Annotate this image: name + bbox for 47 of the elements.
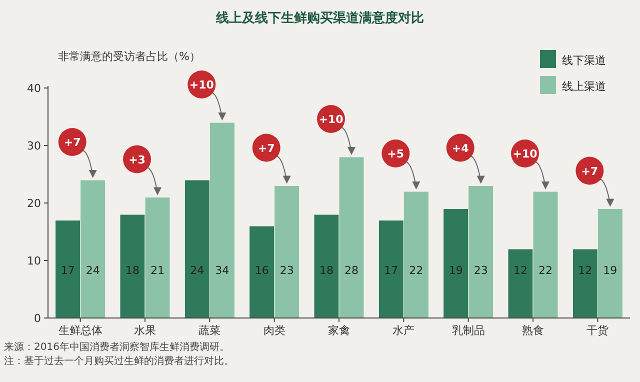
data-label: 23: [280, 264, 294, 277]
legend-label: 线下渠道: [562, 54, 606, 67]
data-label: 24: [190, 264, 204, 277]
data-label: 21: [150, 264, 164, 277]
annotation: +10: [318, 113, 344, 126]
data-label: 24: [86, 264, 100, 277]
y-tick-label: 10: [27, 254, 41, 268]
data-label: 18: [320, 264, 334, 277]
x-tick-label: 干货: [586, 324, 609, 337]
legend-label: 线上渠道: [562, 80, 606, 93]
data-label: 19: [603, 264, 618, 277]
annotation: +5: [387, 148, 404, 160]
x-tick-label: 水果: [134, 324, 156, 337]
data-label: 19: [448, 264, 463, 277]
data-label: 12: [514, 264, 528, 277]
x-tick-label: 水产: [392, 324, 415, 337]
annotation: +7: [258, 142, 275, 155]
x-tick-label: 家禽: [328, 324, 350, 337]
annotation: +7: [64, 136, 81, 149]
y-tick-label: 30: [27, 140, 41, 152]
annotation: +4: [452, 142, 470, 155]
data-label: 22: [409, 264, 424, 277]
source-note: 来源：2016年中国消费者洞察智库生鲜消费调研。: [4, 341, 230, 353]
annotation: +10: [189, 78, 214, 92]
text: 注：基于过去一个月购买过生鲜的消费者进行对比。: [4, 355, 234, 367]
annotation: +3: [128, 153, 146, 166]
x-tick-label: 熟食: [522, 324, 544, 337]
annotation: +10: [512, 148, 538, 160]
data-label: 23: [474, 264, 488, 277]
data-label: 28: [344, 264, 358, 277]
x-tick-label: 肉类: [263, 324, 286, 337]
x-tick-label: 生鲜总体: [58, 324, 102, 337]
x-tick-label: 蔬菜: [198, 324, 221, 337]
y-tick-label: 0: [34, 312, 41, 325]
data-label: 34: [215, 264, 230, 277]
y-tick-label: 20: [27, 197, 41, 210]
data-label: 17: [60, 264, 75, 277]
data-label: 17: [384, 264, 398, 277]
data-label: 22: [538, 264, 552, 277]
chart-title: 线上及线下生鲜购买渠道满意度对比: [215, 10, 424, 26]
annotation: +7: [581, 164, 598, 178]
x-tick-label: 乳制品: [452, 324, 485, 337]
data-label: 18: [126, 264, 140, 277]
y-tick-label: 40: [27, 82, 41, 95]
data-label: 12: [578, 264, 592, 277]
y-axis-title: 非常满意的受访者占比（%）: [58, 50, 200, 63]
data-label: 16: [254, 264, 269, 277]
